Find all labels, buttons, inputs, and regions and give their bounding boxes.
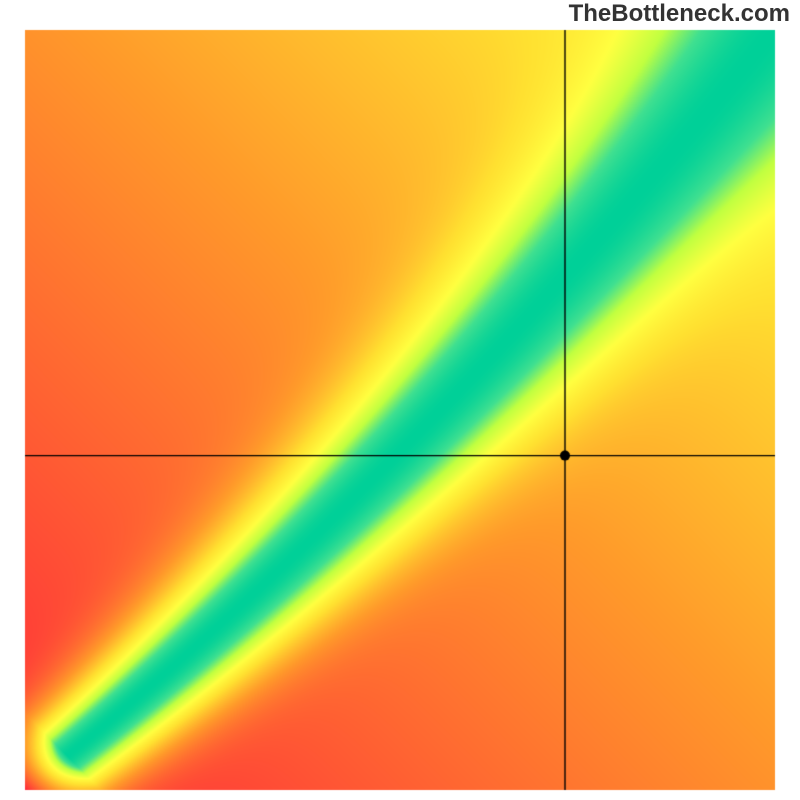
- chart-container: TheBottleneck.com: [0, 0, 800, 800]
- watermark-text: TheBottleneck.com: [569, 0, 790, 28]
- bottleneck-heatmap: [0, 0, 800, 800]
